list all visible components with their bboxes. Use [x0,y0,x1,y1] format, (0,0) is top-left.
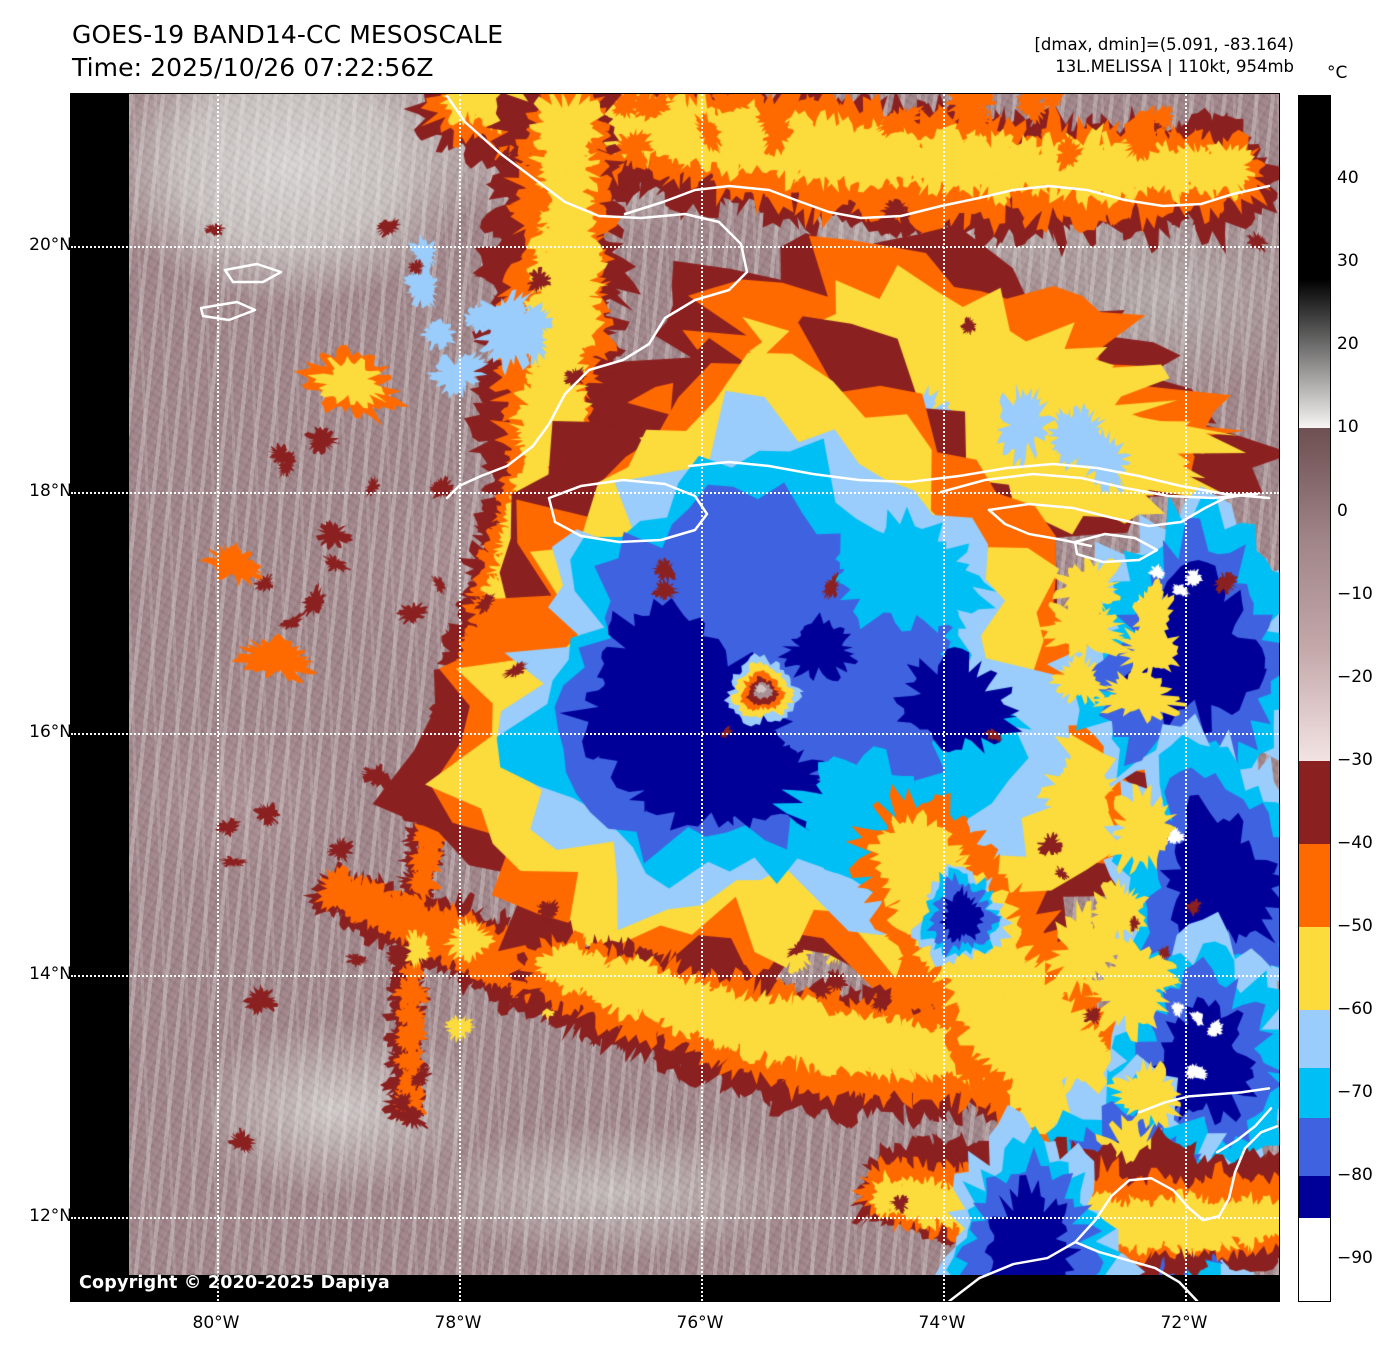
gridline-lon-76 [701,94,703,1301]
colorbar-tick--30: −30 [1337,749,1373,770]
colorbar-tick--20: −20 [1337,666,1373,687]
y-tick-label-2: 16°N [29,722,72,742]
x-tick-label-4: 72°W [1160,1313,1208,1333]
colorbar-tick--90: −90 [1337,1248,1373,1269]
colorbar-unit-label: °C [1327,63,1348,83]
timestamp-label: Time: 2025/10/26 07:22:56Z [72,53,434,82]
figure-title-block: GOES-19 BAND14-CC MESOSCALE Time: 2025/1… [72,18,503,84]
gridline-lat-12 [71,1217,1279,1219]
colorbar-segment-cyan [1299,1068,1330,1119]
temperature-colorbar[interactable] [1298,95,1331,1302]
gridline-lon-72 [1185,94,1187,1301]
y-tick-label-3: 14°N [29,964,72,984]
colorbar-tick--60: −60 [1337,999,1373,1020]
x-tick-label-1: 78°W [434,1313,482,1333]
x-tick-label-0: 80°W [192,1313,240,1333]
gridline-lat-16 [71,733,1279,735]
metadata-block: [dmax, dmin]=(5.091, -83.164) 13L.MELISS… [1035,34,1295,78]
colorbar-segment-mauve-ramp [1299,428,1330,761]
colorbar-tick--70: −70 [1337,1082,1373,1103]
colorbar-segment-white-coldest [1299,1217,1330,1301]
colorbar-tick-20: 20 [1337,334,1359,355]
gridline-lon-78 [459,94,461,1301]
satellite-data-extent [129,94,1279,1275]
colorbar-tick-0: 0 [1337,500,1348,521]
cold-cloud-field [129,94,1279,1275]
colorbar-tick--40: −40 [1337,832,1373,853]
gridline-lat-14 [71,975,1279,977]
colorbar-tick--80: −80 [1337,1165,1373,1186]
y-tick-label-0: 20°N [29,235,72,255]
colorbar-tick--10: −10 [1337,583,1373,604]
colorbar-segment-blue [1299,1118,1330,1177]
y-tick-label-4: 12°N [29,1206,72,1226]
colorbar-tick-30: 30 [1337,251,1359,272]
data-range-label: [dmax, dmin]=(5.091, -83.164) [1034,35,1295,54]
page-title: GOES-19 BAND14-CC MESOSCALE [72,20,504,49]
colorbar-segment-navy [1299,1176,1330,1218]
colorbar-tick--50: −50 [1337,916,1373,937]
colorbar-segment-orange [1299,843,1330,928]
x-tick-label-3: 74°W [918,1313,966,1333]
gridline-lat-20 [71,246,1279,248]
gridline-lat-18 [71,492,1279,494]
copyright-label: Copyright © 2020-2025 Dapiya [79,1273,390,1293]
y-tick-label-1: 18°N [29,481,72,501]
colorbar-segment-light-blue [1299,1010,1330,1069]
colorbar-tick-40: 40 [1337,168,1359,189]
colorbar-segment-black-warmest [1299,96,1330,279]
colorbar-segment-yellow [1299,927,1330,1011]
colorbar-tick-10: 10 [1337,417,1359,438]
colorbar-segment-dark-red [1299,760,1330,844]
gridline-lon-74 [943,94,945,1301]
map-plot-area[interactable]: Copyright © 2020-2025 Dapiya [70,93,1280,1302]
colorbar-segment-gray-ramp [1299,278,1330,429]
gridline-lon-80 [217,94,219,1301]
storm-info-label: 13L.MELISSA | 110kt, 954mb [1055,57,1294,76]
x-tick-label-2: 76°W [676,1313,724,1333]
